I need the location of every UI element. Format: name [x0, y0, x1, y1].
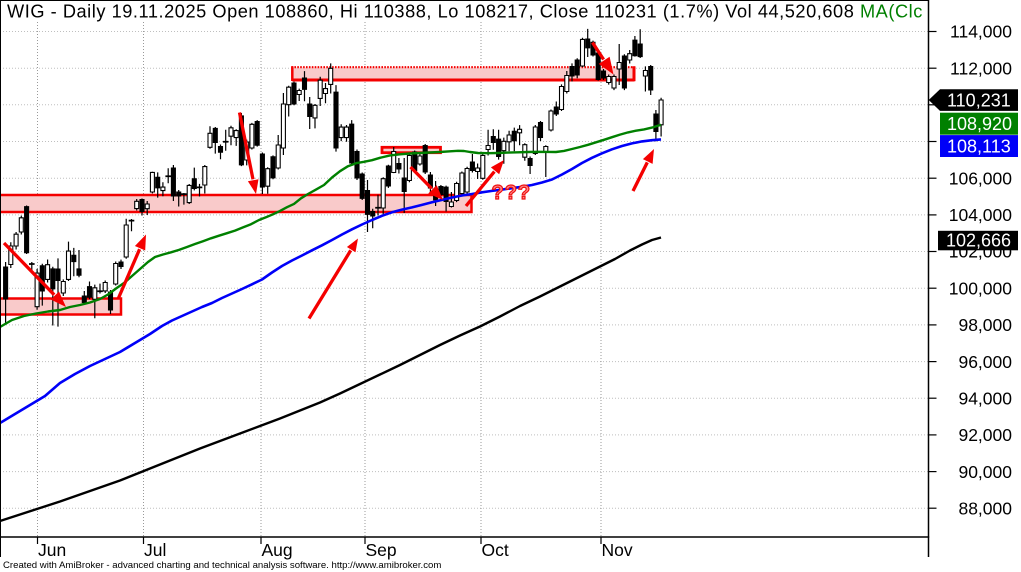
svg-text:98,000: 98,000 [958, 315, 1012, 335]
svg-text:106,000: 106,000 [949, 168, 1013, 188]
svg-text:110,231: 110,231 [947, 91, 1011, 111]
svg-text:96,000: 96,000 [958, 352, 1012, 372]
svg-text:Sep: Sep [366, 540, 397, 560]
svg-text:92,000: 92,000 [958, 425, 1012, 445]
svg-text:Jun: Jun [38, 540, 66, 560]
svg-text:104,000: 104,000 [949, 205, 1013, 225]
svg-text:Oct: Oct [482, 540, 509, 560]
svg-text:90,000: 90,000 [958, 462, 1012, 482]
svg-text:Created with AmiBroker - advan: Created with AmiBroker - advanced charti… [3, 560, 441, 571]
svg-text:94,000: 94,000 [958, 388, 1012, 408]
svg-text:108,920: 108,920 [947, 114, 1012, 134]
svg-text:Jul: Jul [144, 540, 166, 560]
svg-text:100,000: 100,000 [949, 278, 1013, 298]
svg-text:88,000: 88,000 [958, 498, 1012, 518]
svg-text:???: ??? [492, 182, 532, 204]
svg-text:102,666: 102,666 [946, 231, 1011, 251]
svg-text:108,113: 108,113 [947, 136, 1011, 156]
svg-text:Nov: Nov [602, 540, 633, 560]
svg-text:112,000: 112,000 [950, 58, 1012, 78]
svg-text:Aug: Aug [262, 540, 293, 560]
svg-text:WIG - Daily 19.11.2025 Open 10: WIG - Daily 19.11.2025 Open 108860, Hi 1… [7, 2, 923, 22]
svg-text:114,000: 114,000 [950, 22, 1012, 42]
